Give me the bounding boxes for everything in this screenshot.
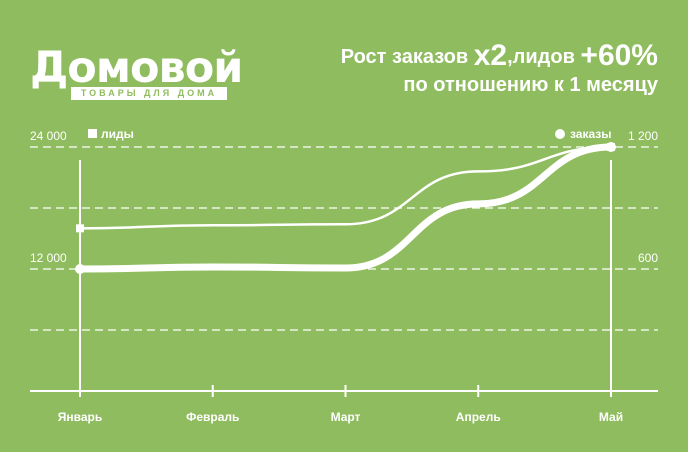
title-line-1: Рост заказов х2,лидов +60%: [340, 39, 658, 72]
chart-title: Рост заказов х2,лидов +60% по отношению …: [340, 39, 658, 99]
right-tick-label: 600: [638, 251, 658, 265]
x-tick-label: Февраль: [186, 410, 239, 424]
data-point: [75, 264, 85, 274]
title-middle: ,лидов: [507, 46, 575, 68]
legend-marker-лиды: [88, 129, 97, 138]
brand-logo: Домовой ТОВАРЫ ДЛЯ ДОМА: [30, 44, 243, 102]
x-tick-label: Январь: [58, 410, 102, 424]
series-line-заказы: [76, 143, 615, 273]
left-tick-label: 24 000: [30, 129, 67, 143]
x-tick-label: Апрель: [456, 410, 501, 424]
left-tick-label: 12 000: [30, 251, 67, 265]
x-tick-label: Май: [599, 410, 623, 424]
legend-label: заказы: [570, 127, 612, 141]
data-point: [76, 224, 84, 233]
series-line-лиды: [78, 145, 613, 230]
data-point: [606, 142, 616, 152]
orders-growth: х2: [473, 39, 508, 72]
legend-marker-заказы: [555, 129, 565, 139]
brand-tagline: ТОВАРЫ ДЛЯ ДОМА: [71, 87, 227, 100]
leads-growth: +60%: [580, 39, 658, 72]
title-line-2: по отношению к 1 месяцу: [403, 74, 658, 96]
right-tick-label: 1 200: [628, 129, 658, 143]
legend-label: лиды: [101, 127, 134, 141]
title-prefix: Рост заказов: [340, 46, 469, 68]
brand-name: Домовой: [30, 43, 243, 93]
x-tick-label: Март: [331, 410, 361, 424]
